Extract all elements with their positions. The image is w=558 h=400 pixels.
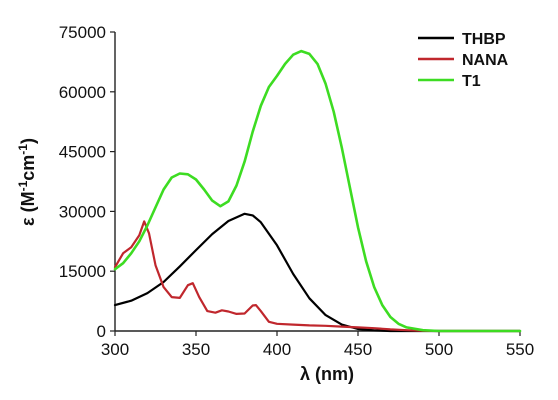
y-tick-label: 15000	[59, 262, 106, 281]
x-tick-label: 300	[101, 340, 129, 359]
series-line-t1	[113, 49, 522, 333]
y-tick-label: 30000	[59, 202, 106, 221]
y-axis-title-close: )	[18, 138, 38, 144]
series-layer	[113, 49, 522, 333]
y-axis-title-cm: cm	[18, 155, 38, 181]
y-tick-label: 45000	[59, 143, 106, 162]
y-axis-title-main: ε (M	[18, 191, 38, 226]
y-axis-title-exp2: -1	[16, 144, 30, 155]
series-line-nana	[113, 220, 522, 333]
x-tick-label: 400	[263, 340, 291, 359]
x-tick-label: 450	[344, 340, 372, 359]
y-tick-label: 60000	[59, 83, 106, 102]
legend-label-thbp: THBP	[462, 31, 506, 48]
x-tick-label: 350	[182, 340, 210, 359]
x-axis-title: λ (nm)	[300, 364, 354, 384]
y-tick-label: 75000	[59, 23, 106, 42]
y-axis-title-exp1: -1	[16, 180, 30, 191]
axes: 300 350 400 450 500 550 0 15000 30000 45000 60000 7…	[59, 23, 534, 359]
y-tick-label: 0	[97, 322, 106, 341]
x-tick-label: 550	[506, 340, 534, 359]
series-line-thbp	[113, 212, 522, 333]
x-tick-label: 500	[425, 340, 453, 359]
legend: THBP NANA T1	[418, 31, 509, 90]
y-axis-title: ε (M-1cm-1)	[16, 138, 38, 226]
legend-label-t1: T1	[462, 73, 481, 90]
legend-label-nana: NANA	[462, 52, 509, 69]
